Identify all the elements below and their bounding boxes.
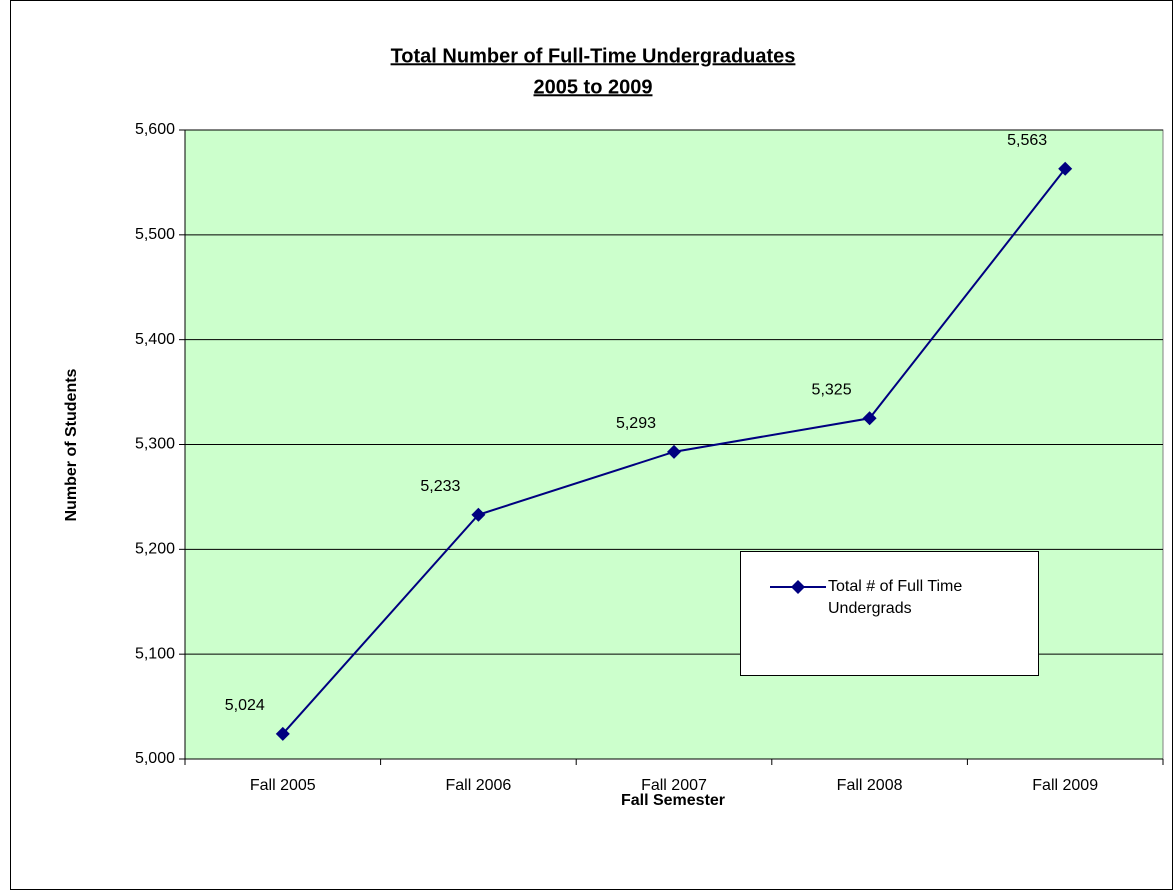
legend-label: Total # of Full Time Undergrads bbox=[828, 578, 963, 617]
data-point bbox=[862, 411, 877, 426]
data-label: 5,024 bbox=[225, 697, 265, 714]
y-tick-label: 5,300 bbox=[135, 436, 175, 453]
x-tick-label: Fall 2007 bbox=[641, 777, 707, 794]
legend-marker bbox=[791, 580, 805, 594]
data-label: 5,233 bbox=[420, 478, 460, 495]
data-label: 5,563 bbox=[1007, 132, 1047, 149]
data-point bbox=[471, 507, 486, 522]
x-tick-label: Fall 2008 bbox=[837, 777, 903, 794]
chart-subtitle: 2005 to 2009 bbox=[534, 76, 653, 98]
data-point bbox=[1058, 161, 1073, 176]
y-tick-label: 5,500 bbox=[135, 226, 175, 243]
data-point bbox=[275, 726, 290, 741]
y-tick-label: 5,200 bbox=[135, 541, 175, 558]
legend-box bbox=[740, 551, 1039, 676]
data-label: 5,293 bbox=[616, 415, 656, 432]
y-tick-label: 5,100 bbox=[135, 645, 175, 662]
x-tick-label: Fall 2006 bbox=[445, 777, 511, 794]
data-label: 5,325 bbox=[812, 382, 852, 399]
x-tick-label: Fall 2005 bbox=[250, 777, 316, 794]
x-axis-title: Fall Semester bbox=[621, 792, 725, 809]
x-tick-label: Fall 2009 bbox=[1032, 777, 1098, 794]
chart-title: Total Number of Full-Time Undergraduates bbox=[391, 45, 796, 67]
y-tick-label: 5,000 bbox=[135, 750, 175, 767]
y-tick-label: 5,400 bbox=[135, 331, 175, 348]
data-point bbox=[667, 444, 681, 459]
y-axis-title: Number of Students bbox=[63, 368, 80, 521]
y-tick-label: 5,600 bbox=[135, 121, 175, 138]
